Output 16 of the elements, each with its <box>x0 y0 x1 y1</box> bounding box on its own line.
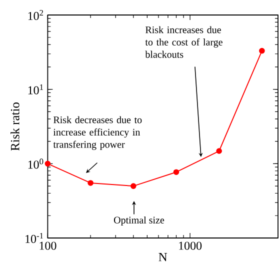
y-tick-label: 10$^{2}$ <box>28 10 44 20</box>
y-tick-label: 10$^{1}$ <box>28 84 44 94</box>
y-axis-title: Risk ratio <box>10 102 20 151</box>
point <box>130 183 136 189</box>
point <box>88 180 94 186</box>
annotation: Risk increases due to the cost of large blackouts <box>145 26 222 58</box>
point <box>173 169 180 176</box>
annotation: Risk decreases due to increase efficiency in transfering power <box>53 116 142 150</box>
point <box>44 160 51 167</box>
x-axis-title: N <box>158 252 168 262</box>
point <box>259 48 265 54</box>
x-tick-label: 1000 <box>179 242 202 250</box>
x-tick-label: 100 <box>40 242 56 250</box>
y-tick-label: 10$^{0}$ <box>28 158 44 169</box>
annotation: Optimal size <box>114 216 164 226</box>
point <box>216 148 222 154</box>
